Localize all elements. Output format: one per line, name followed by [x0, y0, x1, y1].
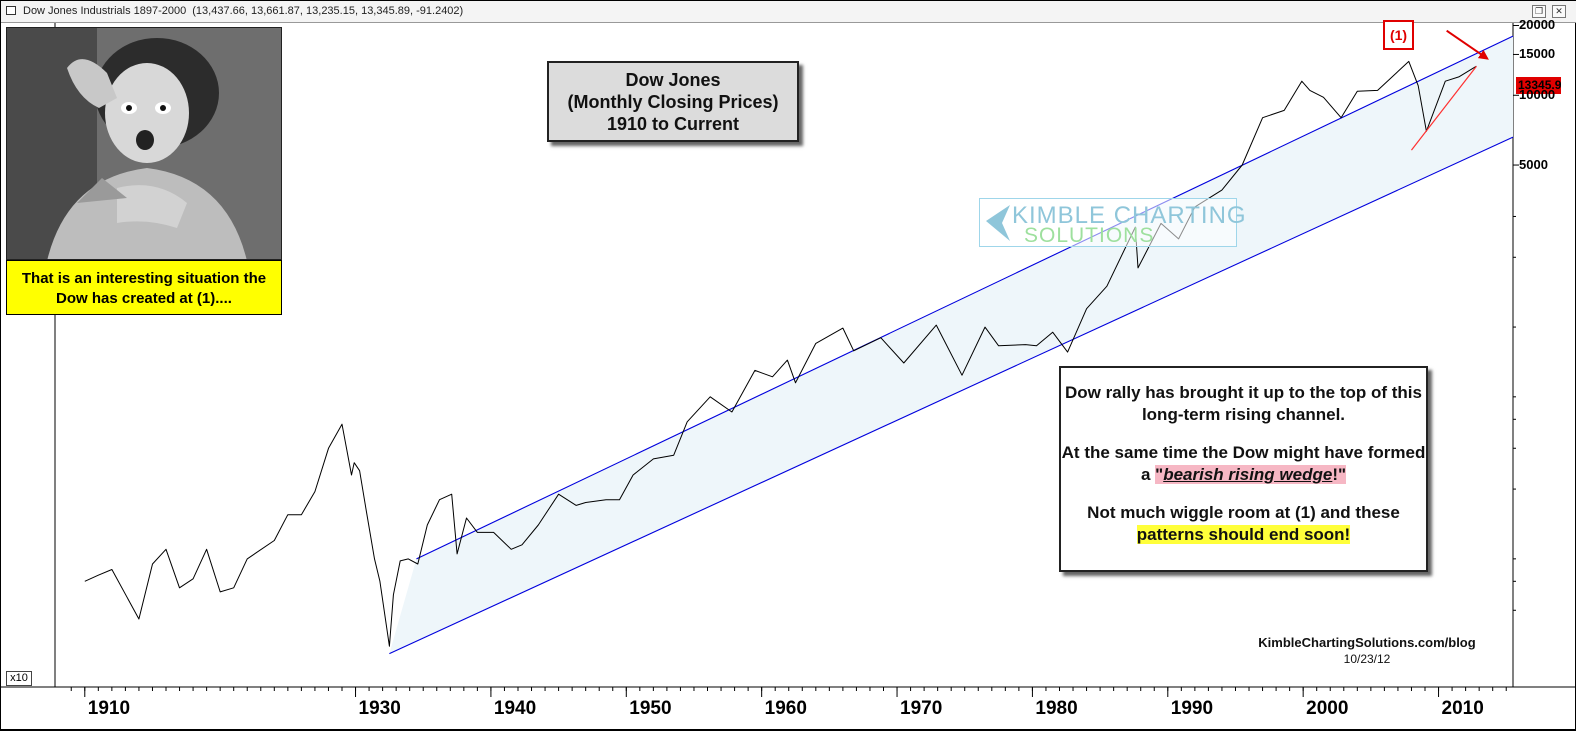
surprised-woman-photo — [6, 27, 282, 260]
year-tick-label: 1960 — [764, 698, 807, 719]
commentary-paragraph-2: At the same time the Dow might have form… — [1061, 442, 1426, 486]
callout-label-1: (1) — [1383, 20, 1414, 50]
watermark-arrow-icon — [986, 205, 1010, 241]
chart-title-line2: (Monthly Closing Prices) — [567, 92, 779, 112]
close-button[interactable]: ✕ — [1552, 5, 1566, 18]
wedge-support-line — [1410, 65, 1477, 151]
channel-upper-line — [416, 35, 1514, 560]
year-tick-label: 1930 — [358, 698, 401, 719]
year-tick-label: 1980 — [1035, 698, 1078, 719]
restore-button[interactable]: ❐ — [1532, 5, 1546, 18]
window-ohlc-values: (13,437.66, 13,661.87, 13,235.15, 13,345… — [192, 5, 464, 17]
year-tick-label: 1970 — [900, 698, 943, 719]
year-tick-label: 1990 — [1170, 698, 1214, 719]
price-tick-label: 10000 — [1519, 87, 1556, 103]
commentary-p3-text: Not much wiggle room at (1) and these — [1087, 503, 1400, 522]
watermark-line1: KIMBLE CHARTING — [1012, 202, 1247, 229]
window-titlebar: Dow Jones Industrials 1897-2000 (13,437.6… — [1, 1, 1576, 23]
year-tick-label: 1910 — [87, 698, 131, 719]
credit-date: 10/23/12 — [1343, 652, 1391, 666]
price-axis-ticks — [1513, 24, 1519, 611]
year-tick-label: 2010 — [1441, 698, 1484, 719]
patterns-end-highlight: patterns should end soon! — [1136, 525, 1351, 544]
chart-title-box: Dow Jones (Monthly Closing Prices) 1910 … — [547, 61, 799, 142]
scale-badge: x10 — [6, 671, 32, 686]
commentary-paragraph-3: Not much wiggle room at (1) and these pa… — [1061, 502, 1426, 546]
year-tick-label: 2000 — [1306, 698, 1349, 719]
price-tick-label: 20000 — [1519, 17, 1556, 33]
year-tick-label: 1950 — [629, 698, 672, 719]
commentary-box: Dow rally has brought it up to the top o… — [1059, 366, 1428, 572]
callout-arrow — [1446, 29, 1489, 60]
watermark-logo: KIMBLE CHARTING SOLUTIONS — [979, 198, 1246, 247]
channel-lower-line — [389, 136, 1514, 655]
commentary-paragraph-1: Dow rally has brought it up to the top o… — [1065, 383, 1422, 424]
bearish-wedge-highlight: "bearish rising wedge!" — [1155, 465, 1347, 484]
quote-close: !" — [1332, 465, 1347, 484]
chart-window-icon — [6, 6, 16, 15]
credit-site: KimbleChartingSolutions.com/blog — [1258, 635, 1476, 650]
chart-title-line1: Dow Jones — [625, 70, 721, 90]
year-tick-label: 1940 — [493, 698, 537, 719]
watermark-line2: SOLUTIONS — [1024, 224, 1155, 247]
quote-open: " — [1155, 465, 1164, 484]
commentary-p2-text: At the same time the Dow might have form… — [1061, 443, 1426, 484]
chart-title-line3: 1910 to Current — [606, 114, 740, 134]
surprised-woman-illustration — [7, 28, 281, 259]
price-tick-label: 15000 — [1519, 46, 1556, 62]
last-price-badge: 13345.9 — [1516, 77, 1561, 94]
channel-fill — [389, 36, 1513, 654]
bearish-wedge-phrase: bearish rising wedge — [1163, 465, 1333, 484]
price-tick-label: 5000 — [1519, 157, 1548, 173]
window-title-text: Dow Jones Industrials 1897-2000 — [23, 5, 187, 17]
time-axis-ticks — [70, 687, 1507, 697]
credit-block: KimbleChartingSolutions.com/blog 10/23/1… — [1241, 635, 1493, 667]
window-title: Dow Jones Industrials 1897-2000 (13,437.6… — [23, 5, 469, 17]
dow-price-line — [84, 60, 1477, 647]
photo-caption: That is an interesting situation the Dow… — [6, 260, 282, 315]
